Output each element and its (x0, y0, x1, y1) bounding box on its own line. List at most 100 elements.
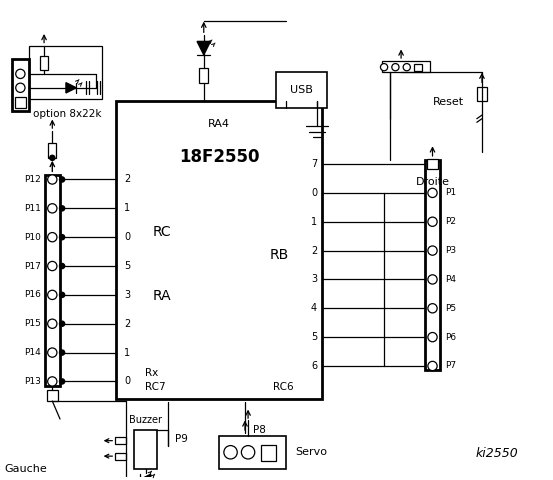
Text: 1: 1 (124, 204, 130, 213)
Circle shape (60, 235, 65, 240)
Text: P2: P2 (445, 217, 456, 226)
Circle shape (48, 290, 57, 300)
Text: RC: RC (152, 225, 171, 239)
Text: P7: P7 (445, 361, 456, 371)
Bar (425, 160, 440, 370)
Text: P4: P4 (445, 275, 456, 284)
Circle shape (380, 63, 388, 71)
Bar (15, 97, 26, 108)
Circle shape (224, 445, 237, 459)
Text: P8: P8 (253, 425, 265, 435)
Text: Reset: Reset (433, 96, 464, 107)
Text: P16: P16 (24, 290, 41, 300)
Bar (115, 437, 127, 444)
Circle shape (428, 188, 437, 197)
Text: 2: 2 (124, 175, 130, 184)
Text: 1: 1 (311, 217, 317, 227)
Bar (29, 46, 102, 99)
Circle shape (48, 319, 57, 328)
Circle shape (15, 69, 25, 79)
Text: P1: P1 (445, 188, 456, 197)
Circle shape (241, 445, 255, 459)
Text: Servo: Servo (295, 447, 327, 457)
Bar (262, 445, 276, 461)
Bar (219, 435, 286, 469)
Text: 0: 0 (311, 188, 317, 198)
Text: RA4: RA4 (208, 119, 230, 129)
Bar (40, 56, 48, 70)
Circle shape (392, 63, 399, 71)
Circle shape (60, 206, 65, 211)
Text: 0: 0 (124, 232, 130, 242)
Text: RB: RB (269, 248, 289, 262)
Text: RC7: RC7 (144, 382, 165, 392)
Text: Rx: Rx (144, 368, 158, 378)
Bar (115, 453, 127, 460)
Circle shape (60, 379, 65, 384)
Text: P9: P9 (175, 434, 189, 444)
Circle shape (60, 177, 65, 182)
Text: P14: P14 (24, 348, 41, 357)
Text: Droite: Droite (415, 177, 450, 187)
Circle shape (428, 217, 437, 227)
Text: P15: P15 (24, 319, 41, 328)
Circle shape (48, 377, 57, 386)
Bar (477, 87, 487, 101)
Circle shape (60, 321, 65, 326)
Circle shape (50, 155, 55, 160)
Bar (48, 144, 56, 158)
Circle shape (60, 292, 65, 298)
Circle shape (48, 348, 57, 357)
Text: 5: 5 (311, 332, 317, 342)
Text: P5: P5 (445, 304, 456, 313)
Text: 2: 2 (311, 246, 317, 255)
Text: 7: 7 (311, 159, 317, 169)
Circle shape (428, 304, 437, 313)
Text: 3: 3 (311, 275, 317, 285)
Text: P6: P6 (445, 333, 456, 342)
Text: P3: P3 (445, 246, 456, 255)
Circle shape (60, 264, 65, 269)
Text: P10: P10 (24, 233, 41, 242)
Polygon shape (197, 41, 211, 55)
Text: 3: 3 (124, 290, 130, 300)
Text: P13: P13 (24, 377, 41, 386)
Circle shape (60, 350, 65, 355)
Bar (382, 61, 430, 72)
Circle shape (48, 175, 57, 184)
Bar (134, 431, 158, 469)
Bar (427, 159, 437, 169)
Text: P12: P12 (24, 175, 41, 184)
Bar (45, 175, 60, 385)
Polygon shape (66, 83, 76, 93)
Circle shape (428, 333, 437, 342)
Circle shape (48, 262, 57, 271)
Text: RA: RA (152, 289, 171, 303)
Text: USB: USB (290, 85, 313, 96)
Text: RC6: RC6 (273, 382, 294, 392)
Text: Buzzer: Buzzer (129, 415, 162, 425)
Bar (415, 63, 422, 71)
Bar (276, 72, 327, 108)
Text: Gauche: Gauche (4, 464, 48, 474)
Circle shape (428, 361, 437, 371)
Text: 1: 1 (124, 348, 130, 358)
Bar (46, 390, 58, 401)
Circle shape (403, 63, 410, 71)
Bar (12, 60, 29, 111)
Circle shape (428, 275, 437, 284)
Bar (116, 101, 322, 399)
Text: 4: 4 (311, 303, 317, 313)
Text: P17: P17 (24, 262, 41, 271)
Text: P11: P11 (24, 204, 41, 213)
Text: ki2550: ki2550 (476, 447, 519, 460)
Text: 18F2550: 18F2550 (179, 148, 259, 167)
Polygon shape (140, 474, 151, 480)
Text: option 8x22k: option 8x22k (33, 109, 102, 119)
Circle shape (48, 204, 57, 213)
Circle shape (428, 246, 437, 255)
Text: 2: 2 (124, 319, 130, 329)
Text: 5: 5 (124, 261, 130, 271)
Bar (199, 68, 208, 83)
Circle shape (15, 83, 25, 93)
